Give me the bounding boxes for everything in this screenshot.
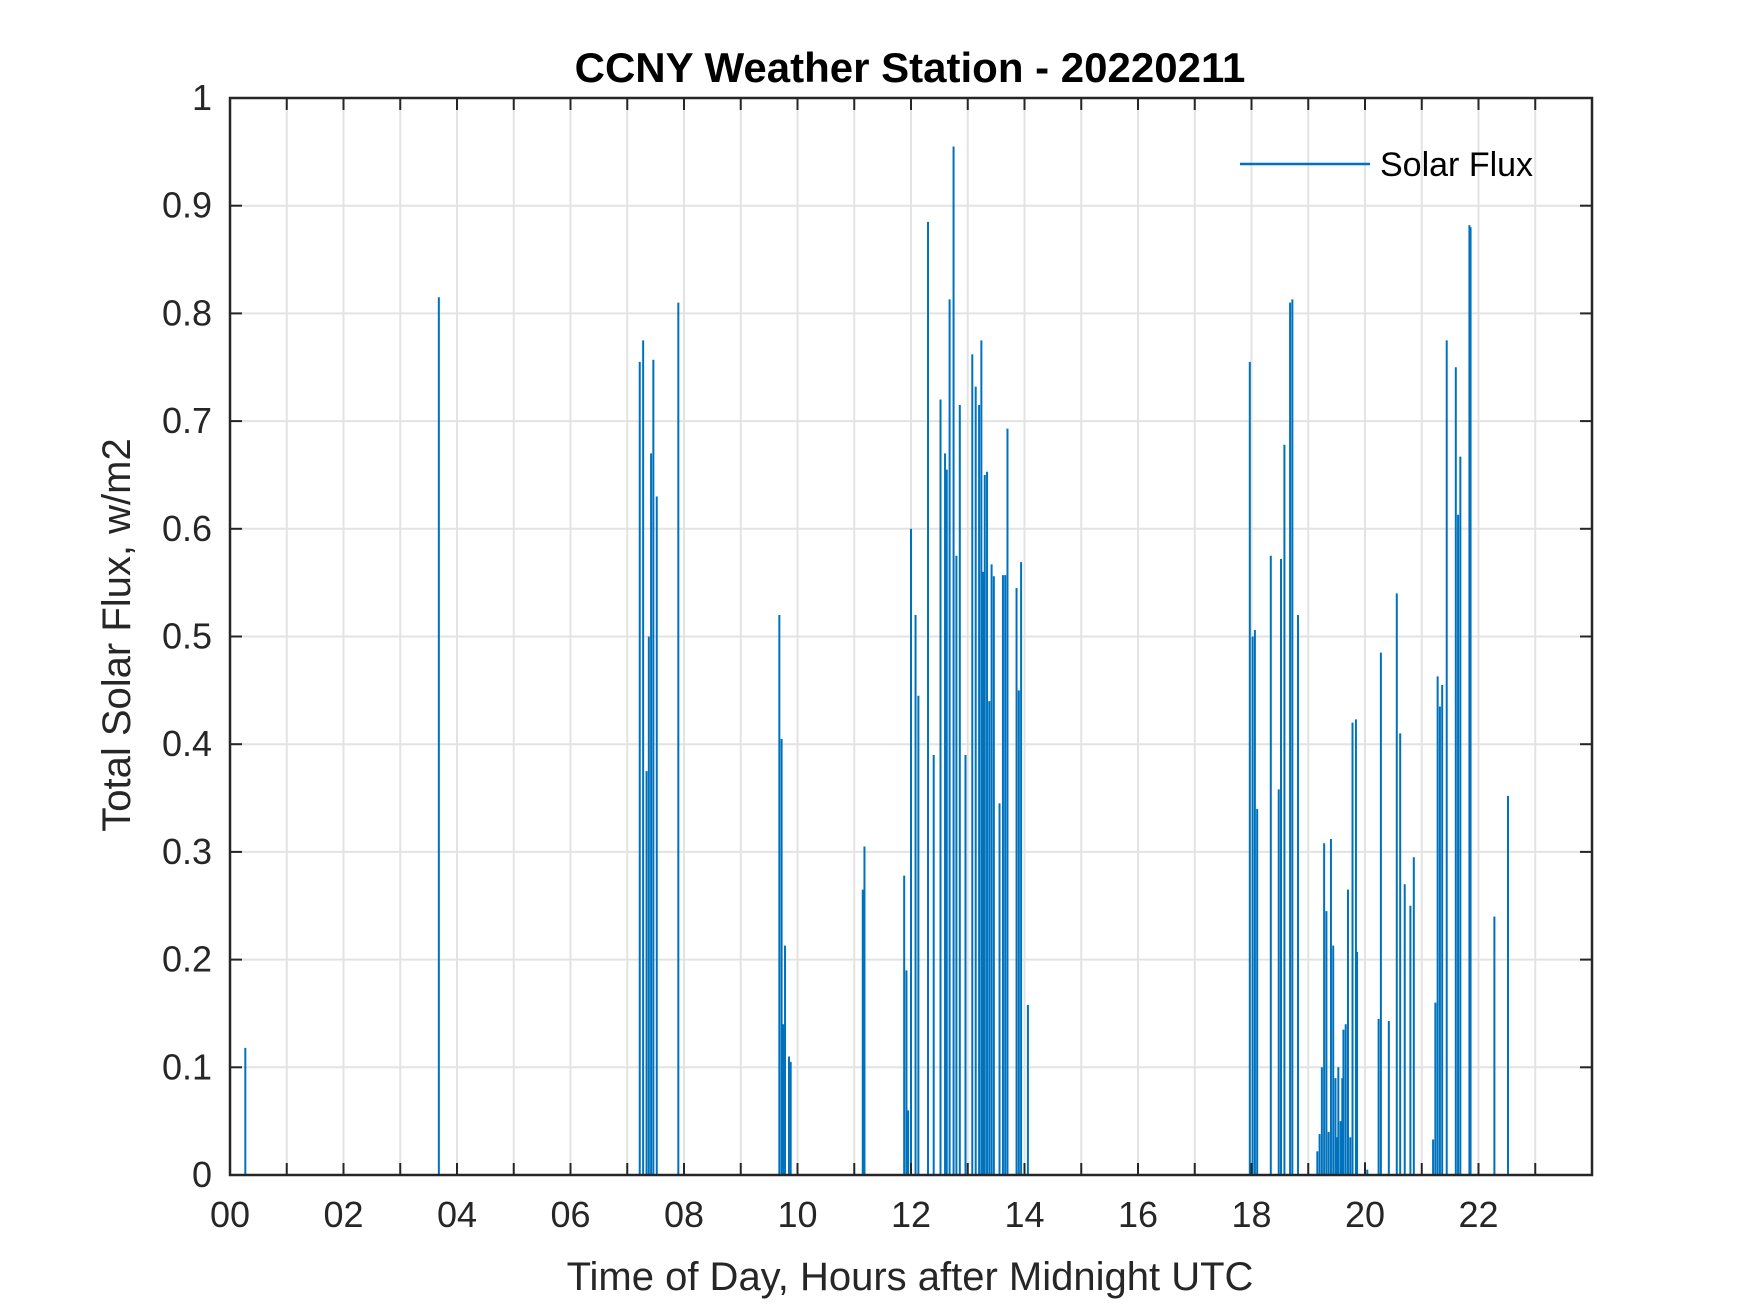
x-axis-label: Time of Day, Hours after Midnight UTC: [567, 1255, 1254, 1299]
x-tick-label: 14: [1004, 1194, 1044, 1235]
y-axis-label: Total Solar Flux, w/m2: [95, 438, 139, 831]
x-tick-label: 02: [323, 1194, 363, 1235]
x-tick-label: 12: [891, 1194, 931, 1235]
y-tick-label: 0.1: [162, 1046, 212, 1087]
y-tick-label: 0.7: [162, 400, 212, 441]
x-tick-label: 16: [1118, 1194, 1158, 1235]
x-tick-label: 18: [1231, 1194, 1271, 1235]
y-tick-label: 0.9: [162, 185, 212, 226]
x-tick-label: 10: [777, 1194, 817, 1235]
y-tick-label: 0.3: [162, 831, 212, 872]
plot-frame: [228, 96, 1594, 1177]
x-tick-label: 06: [550, 1194, 590, 1235]
chart-title: CCNY Weather Station - 20220211: [575, 44, 1246, 91]
y-tick-label: 0.4: [162, 723, 212, 764]
y-tick-label: 0.5: [162, 616, 212, 657]
legend-label-solar-flux: Solar Flux: [1380, 146, 1533, 184]
x-tick-label: 04: [437, 1194, 477, 1235]
y-tick-label: 0: [192, 1154, 212, 1195]
x-tick-label: 00: [210, 1194, 250, 1235]
y-tick-labels: 0 0.1 0.2 0.3 0.4 0.5 0.6 0.7 0.8 0.9 1: [162, 77, 212, 1195]
x-tick-label: 22: [1458, 1194, 1498, 1235]
y-tick-label: 0.6: [162, 508, 212, 549]
x-tick-labels: 00 02 04 06 08 10 12 14 16 18 20 22: [210, 1194, 1499, 1235]
legend: Solar Flux: [1240, 146, 1533, 184]
x-tick-label: 08: [664, 1194, 704, 1235]
y-tick-label: 1: [192, 77, 212, 118]
axes: [228, 96, 1594, 1177]
series-solar-flux: [230, 146, 1592, 1176]
x-tick-label: 20: [1345, 1194, 1385, 1235]
y-tick-label: 0.8: [162, 292, 212, 333]
y-tick-label: 0.2: [162, 939, 212, 980]
